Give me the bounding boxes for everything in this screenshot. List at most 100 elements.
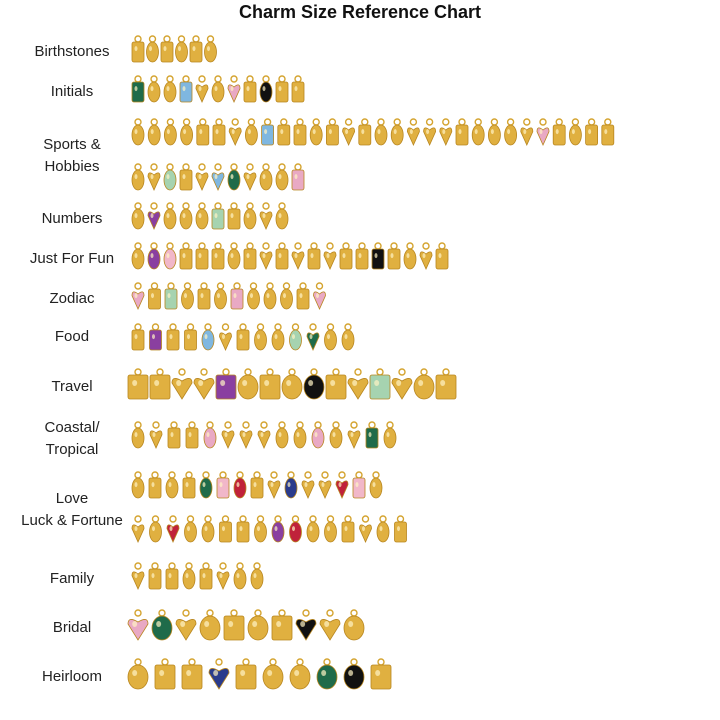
charm-loop [169,323,177,331]
charm-loop [354,368,362,376]
charm [293,421,307,449]
charm-loop [152,421,160,429]
charm-shine [213,670,219,676]
charm [195,75,209,103]
charm-body [295,619,317,641]
charm [175,35,188,63]
charm-shine [253,482,257,488]
charm [343,609,365,641]
charm-shine [379,526,383,532]
charm [271,609,293,641]
charm-shine [330,380,336,386]
charm-loop [262,75,270,83]
charm-shine [294,670,300,676]
charm-loop [458,118,466,126]
charm [181,282,194,310]
charm [316,658,338,690]
charm [413,368,435,400]
charm-shine [178,46,181,52]
charm [267,471,281,499]
charm-shine [246,86,250,92]
charm-body [175,619,197,641]
charm-shine [490,129,494,135]
charm-body [196,124,210,146]
charm-body [259,169,273,191]
charm [289,323,302,351]
charm-shine [442,129,446,135]
charm [374,118,388,146]
charm-loop [296,118,304,126]
charm [342,118,356,146]
charm [146,35,159,63]
charm [263,282,277,310]
charm-shine [377,129,381,135]
charm-loop [280,118,288,126]
charm [369,368,391,400]
charm-loop [344,118,353,126]
charm [195,202,209,230]
charm-loop [236,471,244,479]
charm-shine [187,334,190,340]
charm-loop [523,118,531,126]
charm-shine [362,526,365,532]
charm-shine [260,432,264,438]
charm-shine [372,482,376,488]
charm-loop [377,658,385,666]
charm-loop [150,242,158,250]
charm-body [127,619,149,641]
charm-shine [224,432,228,438]
charm [318,471,332,499]
charm-shine [134,129,138,135]
charm-body [131,81,145,103]
charm-body [271,615,293,641]
charm-body [293,124,307,146]
charm [254,323,267,351]
charm-loop [406,242,414,250]
charm-body [199,477,213,499]
charm-loop [186,515,195,523]
charm-loop [198,75,206,83]
charm-shine [257,526,260,532]
charm-loop [274,323,282,331]
charm-loop [474,118,482,126]
charm [131,323,145,351]
charm [219,515,232,543]
charm [341,323,355,351]
charm-body [216,571,230,590]
charm-body [211,248,225,270]
charm-loop [282,282,291,290]
charm-body [325,374,347,400]
charm [131,163,145,191]
charm [343,658,365,690]
charm-shine [230,86,234,92]
charm [487,118,501,146]
charm-body [203,427,217,449]
charm [371,242,385,270]
charm-body [199,615,221,641]
charm-body [147,81,161,103]
charm-shine [184,293,187,299]
charm-body [352,477,366,499]
charm-shine [230,253,234,259]
charm-body [195,248,209,270]
charm-body [223,615,245,641]
charm-body [167,427,181,449]
charm-loop [158,609,166,617]
charm-body [127,374,149,400]
charm-loop [262,242,270,250]
charm [236,515,250,543]
charm-loop [309,323,317,331]
charm [244,118,258,146]
charm-loop [355,471,363,479]
charm [376,515,390,543]
charm-body [148,477,162,499]
charm-body [189,41,203,63]
charm-loop [442,118,450,126]
charm-loop [178,368,186,376]
charm-body [369,374,391,400]
charm-shine [149,46,152,52]
charm-loop [555,118,563,126]
charm-loop [247,118,256,126]
charm [127,368,149,400]
row-label: Birthstones [34,43,109,60]
